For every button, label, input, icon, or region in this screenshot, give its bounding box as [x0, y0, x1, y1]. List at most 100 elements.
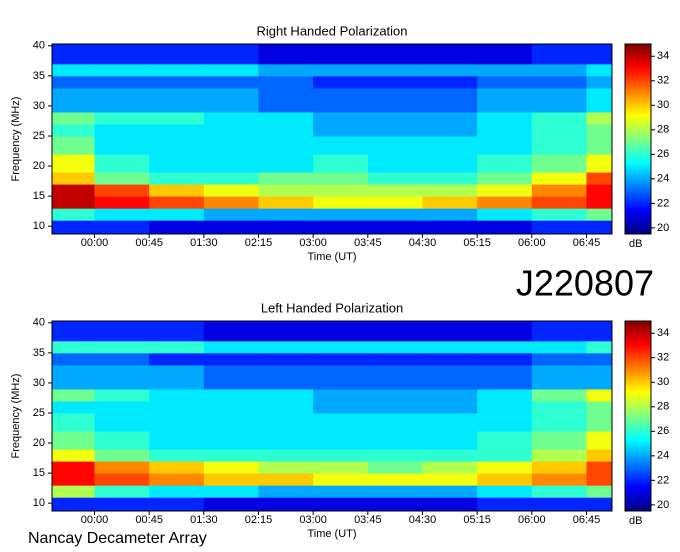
heatmap-cell [477, 135, 533, 155]
heatmap-cell [203, 220, 260, 235]
heatmap-cell [52, 321, 96, 342]
colorbar-tick-label: 24 [657, 173, 669, 185]
heatmap-cell [422, 44, 478, 65]
heatmap-cell [422, 473, 478, 486]
heatmap-cell [477, 485, 533, 498]
heatmap-cell [149, 473, 205, 486]
heatmap-cell [531, 135, 587, 155]
heatmap-cell [52, 220, 96, 235]
heatmap-cell [94, 485, 150, 498]
x-tick-label: 06:45 [573, 237, 601, 249]
heatmap-cell [313, 75, 369, 89]
heatmap-cell [52, 388, 96, 402]
heatmap-cell [203, 135, 260, 155]
heatmap-cell [422, 87, 478, 113]
heatmap-cell [52, 123, 96, 137]
x-tick-label: 01:30 [190, 237, 218, 249]
heatmap-cell [52, 44, 96, 65]
heatmap-cell [149, 497, 205, 512]
heatmap-cell [367, 473, 423, 486]
heatmap-cell [258, 63, 314, 77]
heatmap-cell [52, 172, 96, 185]
heatmap-cell [477, 172, 533, 185]
heatmap-cell [586, 220, 613, 235]
heatmap-cell [531, 431, 587, 450]
y-tick-label: 10 [33, 220, 45, 232]
colorbar-tick-label: 32 [657, 352, 669, 364]
heatmap-cell [258, 400, 314, 414]
colorbar-tick-label: 20 [657, 222, 669, 234]
heatmap-cell [477, 154, 533, 173]
plot-frame [51, 43, 613, 235]
y-tick-label: 30 [33, 100, 45, 112]
heatmap-cell [203, 75, 260, 89]
heatmap-cell [203, 63, 260, 77]
heatmap-cell [313, 485, 369, 498]
heatmap-cell [313, 220, 369, 235]
heatmap-cell [313, 111, 369, 125]
heatmap-cell [367, 196, 423, 209]
heatmap-cell [149, 135, 205, 155]
heatmap-cell [367, 184, 423, 197]
chart-title: Left Handed Polarization [261, 300, 403, 315]
heatmap-cell [477, 123, 533, 137]
heatmap-cell [531, 449, 587, 462]
heatmap-cell [586, 321, 613, 342]
heatmap-cell [258, 172, 314, 185]
x-axis-label: Time (UT) [307, 528, 356, 540]
heatmap-cell [94, 184, 150, 197]
heatmap-cell [422, 220, 478, 235]
heatmap-cell [203, 473, 260, 486]
heatmap-cell [586, 340, 613, 354]
heatmap-cell [149, 87, 205, 113]
heatmap-cell [149, 364, 205, 390]
heatmap-cell [52, 461, 96, 474]
heatmap-cell [94, 400, 150, 414]
heatmap-cell [586, 352, 613, 366]
heatmap-cell [203, 485, 260, 498]
y-tick-label: 10 [33, 497, 45, 509]
heatmap-cell [52, 154, 96, 173]
colorbar-tick-label: 24 [657, 450, 669, 462]
colorbar-label: dB [629, 515, 642, 527]
heatmap-cell [531, 412, 587, 432]
heatmap-cell [531, 340, 587, 354]
heatmap-cell [203, 352, 260, 366]
heatmap-cell [367, 400, 423, 414]
heatmap-cell [258, 497, 314, 512]
x-axis-label: Time (UT) [307, 251, 356, 263]
x-tick-label: 06:45 [573, 514, 601, 526]
heatmap-cell [477, 364, 533, 390]
heatmap-cell [313, 497, 369, 512]
chart-title: Right Handed Polarization [256, 23, 407, 38]
heatmap-cell [52, 111, 96, 125]
heatmap-cell [477, 352, 533, 366]
heatmap-cell [367, 63, 423, 77]
heatmap-cell [531, 63, 587, 77]
colorbar-tick-label: 20 [657, 499, 669, 511]
heatmap-cell [586, 63, 613, 77]
heatmap-cell [477, 388, 533, 402]
heatmap-cell [94, 449, 150, 462]
x-tick-label: 01:30 [190, 514, 218, 526]
colorbar-tick-label: 32 [657, 75, 669, 87]
heatmap-cell [94, 208, 150, 221]
colorbar-tick-label: 26 [657, 148, 669, 160]
heatmap-cell [586, 485, 613, 498]
heatmap-cell [149, 400, 205, 414]
heatmap-cell [258, 154, 314, 173]
heatmap-cell [258, 364, 314, 390]
heatmap-cell [313, 87, 369, 113]
y-axis-label: Frequency (MHz) [10, 374, 22, 459]
colorbar-tick-label: 30 [657, 99, 669, 111]
heatmap-cell [313, 184, 369, 197]
heatmap-cell [149, 154, 205, 173]
heatmap-cell [149, 340, 205, 354]
heatmap-cell [531, 184, 587, 197]
colorbar-tick-label: 30 [657, 376, 669, 388]
heatmap-cell [52, 87, 96, 113]
heatmap-cell [149, 412, 205, 432]
heatmap-cell [52, 75, 96, 89]
heatmap-cell [477, 44, 533, 65]
